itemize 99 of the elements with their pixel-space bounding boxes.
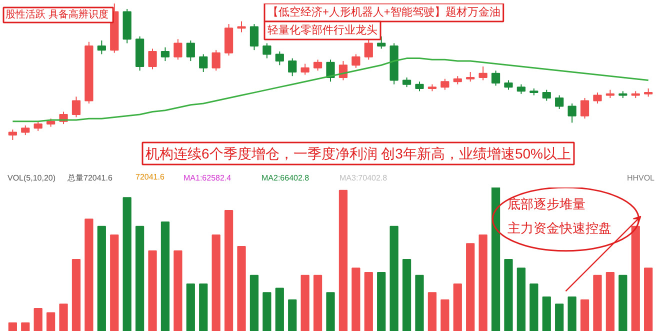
candlestick: [478, 66, 488, 81]
bar: [21, 322, 30, 331]
bar: [580, 299, 590, 331]
candlestick: [237, 20, 246, 33]
candlestick: [72, 96, 81, 118]
bar: [377, 272, 386, 331]
bar: [326, 292, 335, 331]
candlestick: [504, 80, 513, 90]
bar: [466, 243, 475, 331]
bar: [237, 246, 246, 331]
bar: [402, 259, 412, 331]
candlestick: [352, 54, 360, 68]
bar: [313, 274, 322, 331]
candlestick: [199, 54, 208, 72]
candlestick: [542, 89, 551, 102]
candlestick: [148, 48, 157, 70]
bar: [364, 272, 373, 331]
bar: [516, 268, 526, 331]
text: 总量72041.6: [66, 174, 113, 182]
bar: [212, 234, 220, 331]
annotation: 【低空经济+人形机器人+智能驾驶】题材万金油: [268, 6, 500, 18]
candlestick: [568, 103, 576, 124]
candlestick: [174, 38, 182, 60]
candlestick: [212, 50, 220, 72]
bar: [440, 299, 450, 331]
candlestick: [8, 129, 17, 140]
bar: [275, 288, 284, 331]
bar: [504, 259, 513, 331]
bar: [110, 234, 119, 331]
candlestick: [593, 92, 602, 104]
annotation: 主力资金快速控盘: [508, 220, 612, 236]
candlestick: [555, 94, 564, 110]
bar: [338, 190, 348, 331]
bar: [542, 296, 551, 331]
bar: [174, 250, 182, 331]
bar: [390, 226, 398, 331]
bar: [530, 283, 538, 331]
bar: [148, 250, 157, 331]
text: 机构连续6个季度增仓，一季度净利润 创3年新高，业绩增速50%以上: [146, 146, 571, 162]
candlestick: [160, 46, 170, 62]
bar: [34, 308, 42, 331]
candlestick: [440, 78, 450, 90]
annotation: 股性活跃 具备高辨识度: [6, 8, 108, 20]
candlestick: [377, 36, 386, 50]
bar: [262, 292, 272, 331]
bar: [97, 226, 106, 331]
bar: [199, 283, 208, 331]
bar: [415, 274, 424, 331]
bar: [8, 322, 17, 331]
annotation: 轻量化零部件行业龙头: [268, 24, 378, 36]
candlestick: [364, 38, 373, 60]
text: 72041.6: [136, 172, 165, 182]
candlestick: [313, 59, 322, 72]
bar: [160, 222, 170, 331]
bar: [84, 218, 94, 331]
text: MA1:62582.4: [184, 174, 232, 182]
bar: [224, 210, 234, 331]
bar: [352, 268, 360, 331]
candlestick: [326, 59, 335, 82]
text: VOL(5,10,20): [8, 174, 56, 182]
bar: [631, 226, 640, 331]
candlestick: [21, 124, 30, 136]
candlestick: [580, 98, 590, 120]
text: MA2:66402.8: [262, 174, 310, 182]
bar: [46, 312, 56, 331]
bar: [644, 268, 653, 331]
candlestick: [415, 81, 424, 92]
annotation: 底部逐步堆量: [508, 196, 586, 212]
bar: [250, 274, 259, 331]
candlestick: [186, 40, 195, 62]
text: MA3:70402.8: [340, 174, 388, 182]
bar: [288, 299, 297, 331]
bar: [478, 234, 488, 331]
candlestick: [262, 42, 272, 59]
candlestick: [466, 72, 475, 82]
bar: [606, 272, 615, 331]
bar: [59, 304, 68, 331]
bar: [300, 274, 310, 331]
candlestick: [275, 50, 284, 66]
bar: [72, 259, 81, 331]
bar: [618, 274, 628, 331]
bar: [555, 304, 564, 331]
bar: [122, 197, 132, 331]
text: HHVOL: [626, 174, 656, 182]
bar: [491, 188, 500, 331]
bar: [453, 283, 462, 331]
candlestick: [288, 58, 297, 77]
candlestick: [516, 84, 526, 94]
candlestick: [97, 40, 106, 55]
bar: [186, 283, 195, 331]
candlestick: [402, 76, 412, 88]
bar: [568, 296, 576, 331]
bar: [428, 292, 437, 331]
candlestick: [250, 24, 259, 51]
bar: [135, 226, 144, 331]
candlestick: [34, 120, 42, 132]
bar: [593, 274, 602, 331]
candlestick: [300, 63, 310, 76]
candlestick: [491, 70, 500, 86]
